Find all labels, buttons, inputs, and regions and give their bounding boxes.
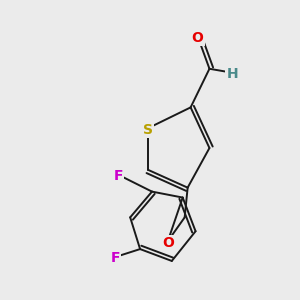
Text: O: O: [192, 31, 203, 45]
Text: F: F: [113, 169, 123, 183]
Text: S: S: [143, 123, 153, 137]
Text: F: F: [111, 251, 120, 266]
Text: O: O: [162, 236, 174, 250]
Text: H: H: [226, 67, 238, 81]
